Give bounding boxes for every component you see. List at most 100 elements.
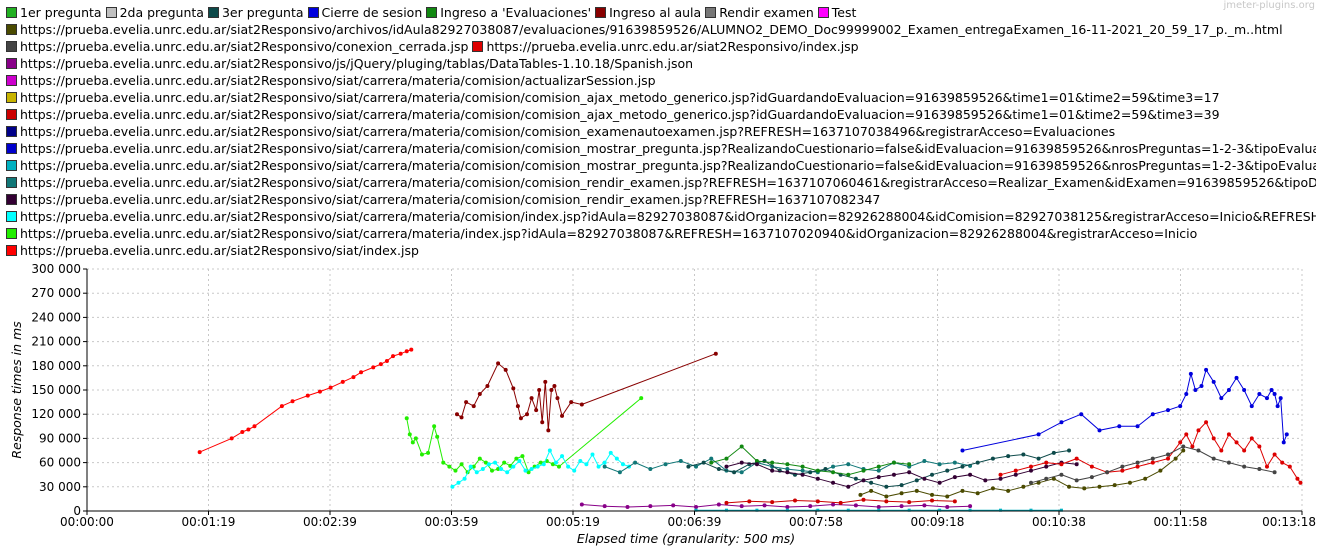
data-point [490, 468, 494, 473]
data-point [1196, 428, 1201, 433]
legend-row: https://prueba.evelia.unrc.edu.ar/siat2R… [6, 157, 1316, 174]
data-point [754, 458, 759, 463]
data-point [937, 480, 942, 485]
grid [87, 268, 1303, 511]
data-point [831, 464, 836, 469]
data-point [739, 444, 744, 449]
data-point [1226, 388, 1231, 392]
data-point [1051, 450, 1056, 455]
data-point [1120, 468, 1125, 473]
data-point [1226, 460, 1231, 465]
data-point [990, 456, 995, 461]
data-point [732, 470, 737, 475]
data-point [1059, 420, 1064, 425]
legend-swatch [6, 24, 17, 35]
data-point [1082, 486, 1087, 491]
data-point [853, 503, 858, 508]
data-point [240, 429, 245, 434]
data-point [899, 491, 904, 496]
series-layer [197, 347, 1303, 512]
data-point [914, 488, 919, 493]
data-point [1051, 476, 1056, 481]
data-point [1036, 456, 1041, 461]
data-point [546, 428, 551, 433]
data-point [815, 468, 820, 473]
data-point [371, 365, 376, 370]
x-tick-label: 00:03:59 [425, 515, 479, 529]
y-tick-label: 30 000 [39, 480, 81, 494]
data-point [555, 396, 560, 401]
legend-swatch [6, 228, 17, 239]
data-point [1173, 456, 1178, 461]
data-point [579, 502, 584, 507]
data-point [579, 402, 584, 407]
data-point [899, 483, 904, 488]
x-tick-label: 00:01:19 [182, 515, 236, 529]
data-point [471, 464, 476, 469]
data-point [1204, 420, 1209, 425]
data-point [602, 460, 607, 465]
data-point [770, 468, 775, 473]
x-tick-label: 00:02:39 [303, 515, 357, 529]
data-point [1257, 392, 1262, 397]
y-axis-ticks: 0 30 000 60 000 90 000 120 000 150 000 180 000… [31, 262, 87, 518]
data-point [861, 468, 866, 473]
data-point [502, 460, 507, 465]
legend-label: https://prueba.evelia.unrc.edu.ar/siat2R… [20, 107, 1220, 122]
series-group [960, 367, 1289, 453]
data-point [1184, 432, 1189, 437]
data-point [884, 499, 889, 504]
data-point [1135, 464, 1140, 469]
series-group [686, 448, 1072, 489]
data-point [755, 508, 759, 512]
data-point [884, 494, 889, 499]
legend-swatch [6, 109, 17, 120]
x-tick-label: 00:07:58 [789, 515, 843, 529]
data-point [537, 388, 542, 392]
data-point [404, 416, 409, 421]
data-point [1117, 424, 1122, 429]
data-point [493, 460, 498, 465]
data-point [590, 452, 595, 457]
data-point [1234, 440, 1239, 445]
y-tick-label: 150 000 [31, 383, 81, 397]
data-point [602, 504, 607, 509]
data-point [1242, 388, 1247, 392]
data-point [899, 504, 904, 509]
data-point [1013, 468, 1018, 473]
legend-item: 1er pregunta [6, 4, 102, 21]
data-point [671, 503, 676, 508]
legend-label: https://prueba.evelia.unrc.edu.ar/siat2R… [20, 56, 694, 71]
data-point [846, 508, 850, 512]
data-point [831, 470, 836, 475]
data-point [556, 464, 561, 469]
data-point [876, 468, 881, 473]
data-point [1150, 456, 1155, 461]
legend-label: https://prueba.evelia.unrc.edu.ar/siat2R… [20, 124, 1116, 139]
data-point [754, 462, 759, 467]
data-point [1257, 444, 1262, 449]
legend-item: https://prueba.evelia.unrc.edu.ar/siat2R… [6, 242, 419, 259]
legend-row: https://prueba.evelia.unrc.edu.ar/siat2R… [6, 140, 1316, 157]
data-point [968, 508, 972, 512]
y-tick-label: 0 [73, 504, 81, 518]
legend-label: https://prueba.evelia.unrc.edu.ar/siat2R… [20, 22, 1283, 37]
legend-item: https://prueba.evelia.unrc.edu.ar/siat2R… [6, 174, 1316, 191]
data-point [453, 468, 458, 473]
data-point [922, 476, 927, 481]
data-point [584, 462, 589, 467]
legend-item: Test [817, 4, 856, 21]
data-point [1105, 470, 1110, 475]
data-point [1150, 460, 1155, 465]
data-point [876, 464, 881, 469]
data-point [1059, 462, 1064, 467]
legend-row: https://prueba.evelia.unrc.edu.ar/siat2R… [6, 242, 1316, 259]
data-point [1021, 452, 1026, 457]
data-point [560, 413, 565, 418]
data-point [229, 436, 234, 441]
data-point [566, 464, 571, 469]
legend-swatch [105, 7, 117, 18]
data-point [1257, 467, 1262, 472]
data-point [739, 470, 744, 475]
